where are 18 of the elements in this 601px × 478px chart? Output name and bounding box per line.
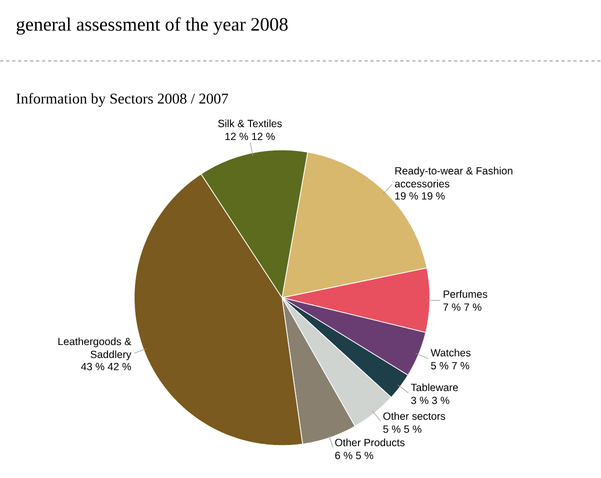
slice-label: Ready-to-wear & Fashion accessories [394, 167, 512, 188]
chart-subtitle: Information by Sectors 2008 / 2007 [16, 93, 228, 107]
slice-label: Leathergoods & Saddlery [58, 338, 132, 360]
data-label: 5 % 7 % [431, 362, 470, 370]
data-label: 43 % 42 % [81, 363, 131, 371]
chart-title: general assessment of the year 2008 [16, 18, 288, 35]
data-label: 5 % 5 % [383, 426, 422, 434]
data-label: 19 % 19 % [395, 192, 445, 200]
slice-label: Perfumes [444, 290, 488, 298]
data-label: 7 % 7 % [443, 304, 482, 311]
slice-label: Silk & Textiles [218, 120, 282, 128]
slice-label: Watches [430, 348, 471, 357]
slice-label: Other Products [335, 438, 405, 446]
slice-label: Tableware [410, 384, 458, 392]
data-label: 3 % 3 % [411, 396, 450, 404]
slice-label: Other sectors [383, 412, 446, 420]
data-label: 12 % 12 % [225, 132, 275, 140]
data-label: 6 % 5 % [335, 452, 374, 460]
